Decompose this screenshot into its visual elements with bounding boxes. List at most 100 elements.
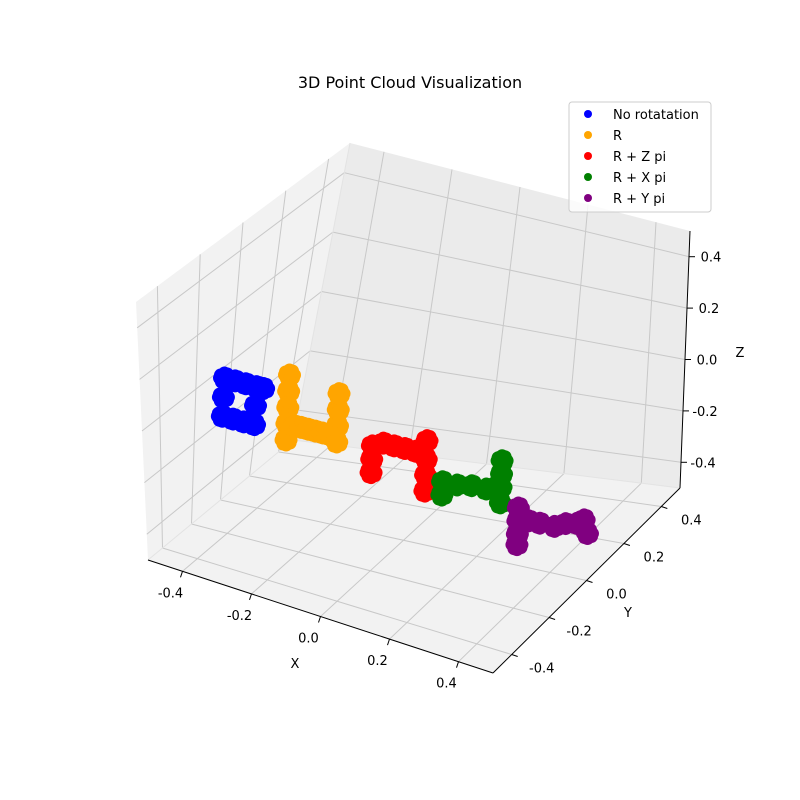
- tick-mark: [586, 580, 593, 583]
- point-marker: [435, 493, 449, 507]
- data-point: [327, 382, 351, 406]
- grid-line: [332, 231, 688, 309]
- pane-edge: [292, 142, 351, 441]
- x-tick-label: 0.2: [367, 654, 388, 669]
- floor-pane: [148, 440, 680, 673]
- tick-labels: -0.4 -0.2 0.0 0.2 0.4 -0.4 -0.2 0.0 0.2 0.4 -0.4 -0…: [158, 251, 722, 692]
- point-marker: [580, 532, 594, 546]
- legend-label: R + Y pi: [613, 192, 665, 207]
- data-point: [488, 491, 512, 515]
- z-tick-label: 0.4: [701, 251, 722, 266]
- tick-mark: [180, 571, 183, 578]
- point-marker: [249, 404, 263, 418]
- point-marker: [331, 408, 345, 422]
- legend-marker: [584, 152, 592, 160]
- point-marker: [364, 461, 378, 475]
- point-marker: [510, 543, 524, 557]
- data-point: [211, 385, 235, 409]
- tick-mark: [548, 617, 556, 620]
- point-marker: [332, 392, 346, 406]
- point-marker: [248, 423, 262, 437]
- pane-edge: [292, 439, 681, 489]
- data-point: [244, 394, 268, 418]
- tick-mark: [249, 593, 252, 601]
- z-axis-label: Z: [736, 346, 745, 361]
- point-marker: [465, 474, 479, 488]
- point-marker: [282, 379, 296, 393]
- legend-frame: [568, 101, 712, 213]
- z-tick-label: 0.0: [697, 354, 718, 369]
- point-marker: [493, 501, 507, 515]
- data-point: [252, 377, 276, 400]
- point-marker: [330, 430, 344, 444]
- legend-label: R + Z pi: [613, 150, 666, 165]
- tick-mark: [623, 543, 631, 546]
- legend-marker: [584, 173, 592, 181]
- pane-edges: [147, 142, 681, 561]
- point-marker: [279, 438, 293, 452]
- point-marker: [435, 483, 449, 497]
- point-marker: [577, 508, 591, 522]
- point-marker: [494, 475, 508, 489]
- legend-label: No rotatation: [613, 108, 699, 123]
- point-marker: [450, 473, 464, 487]
- point-marker: [330, 440, 344, 454]
- chart-title: 3D Point Cloud Visualization: [298, 73, 522, 92]
- data-point: [359, 461, 383, 485]
- tick-mark: [456, 661, 459, 668]
- tick-mark: [387, 638, 390, 646]
- point-marker: [283, 363, 297, 377]
- data-points: [210, 363, 599, 557]
- legend-marker: [584, 131, 592, 139]
- grid-line: [310, 350, 684, 412]
- grid-line: [298, 409, 682, 463]
- grid-line: [321, 291, 686, 360]
- point-marker: [419, 447, 433, 461]
- point-marker: [493, 491, 507, 505]
- grid-line: [146, 409, 300, 535]
- point-marker: [495, 449, 509, 463]
- right-back-pane: [293, 143, 690, 488]
- point-marker: [365, 447, 379, 461]
- data-point: [575, 522, 599, 546]
- data-point: [572, 508, 596, 532]
- data-point: [415, 429, 439, 453]
- grid-line: [141, 291, 322, 432]
- y-tick-label: 0.2: [644, 551, 665, 566]
- legend-marker: [584, 110, 592, 118]
- tick-mark: [318, 616, 321, 623]
- axis-panes: [136, 143, 690, 673]
- point-marker: [216, 385, 230, 399]
- tick-mark: [661, 506, 668, 509]
- point-marker: [580, 522, 594, 536]
- point-marker: [419, 463, 433, 477]
- grid-line: [191, 523, 550, 618]
- legend: No rotatation R R + Z pi R + X pi R + Y pi: [568, 101, 712, 213]
- x-tick-label: 0.4: [436, 677, 457, 692]
- point-marker: [418, 479, 432, 493]
- x-tick-label: -0.4: [158, 586, 183, 601]
- z-tick-label: -0.4: [690, 456, 715, 471]
- x-tick-label: -0.2: [227, 609, 252, 624]
- tick-mark: [511, 654, 518, 657]
- point-marker: [418, 489, 432, 503]
- grid-line: [220, 499, 587, 581]
- z-tick-label: -0.2: [692, 405, 717, 420]
- y-tick-label: 0.4: [681, 514, 702, 529]
- pane-edge: [147, 439, 294, 561]
- y-tick-label: -0.2: [566, 625, 591, 640]
- point-marker: [436, 470, 450, 484]
- point-marker: [249, 394, 263, 408]
- y-tick-label: 0.0: [606, 588, 627, 603]
- point-marker: [533, 511, 547, 525]
- z-tick-label: 0.2: [699, 302, 720, 317]
- grid-line: [139, 231, 334, 380]
- point-marker: [420, 429, 434, 443]
- x-axis-label: X: [291, 657, 300, 672]
- grid-line: [162, 547, 512, 655]
- grid-line: [136, 172, 345, 329]
- legend-marker: [584, 194, 592, 202]
- data-point: [325, 430, 349, 454]
- left-back-pane: [136, 143, 350, 560]
